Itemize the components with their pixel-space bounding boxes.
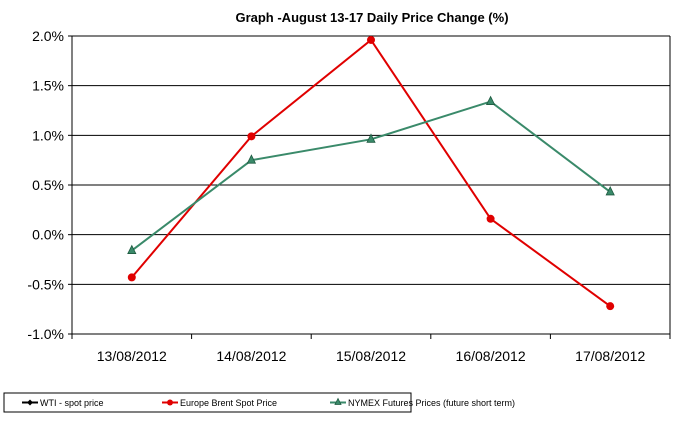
series-line [131, 38, 611, 307]
y-tick-label: -1.0% [27, 326, 64, 342]
x-tick-label: 17/08/2012 [575, 348, 645, 364]
chart-title: Graph -August 13-17 Daily Price Change (… [235, 10, 508, 25]
x-tick-label: 14/08/2012 [216, 348, 286, 364]
series-line [131, 100, 611, 252]
data-point [27, 399, 33, 406]
data-point [334, 397, 342, 405]
legend-label: NYMEX Futures Prices (future short term) [348, 398, 515, 408]
y-tick-label: 1.0% [32, 127, 64, 143]
y-tick-label: 0.5% [32, 177, 64, 193]
data-point [485, 95, 496, 105]
y-tick-label: -0.5% [27, 276, 64, 292]
data-point [127, 273, 136, 282]
legend-label: WTI - spot price [40, 398, 104, 408]
x-tick-label: 16/08/2012 [456, 348, 526, 364]
data-point [127, 244, 137, 254]
data-point [605, 186, 615, 196]
data-point [366, 133, 376, 143]
x-tick-label: 15/08/2012 [336, 348, 406, 364]
data-point [486, 214, 495, 223]
y-tick-label: 2.0% [32, 28, 64, 44]
data-point [247, 132, 256, 141]
y-tick-label: 1.5% [32, 78, 64, 94]
legend-label: Europe Brent Spot Price [180, 398, 277, 408]
y-tick-label: 0.0% [32, 227, 64, 243]
data-point [167, 399, 173, 406]
data-point [367, 35, 375, 44]
legend-box [3, 392, 412, 413]
x-tick-label: 13/08/2012 [97, 348, 167, 364]
data-point [606, 302, 615, 311]
data-point [246, 154, 257, 164]
